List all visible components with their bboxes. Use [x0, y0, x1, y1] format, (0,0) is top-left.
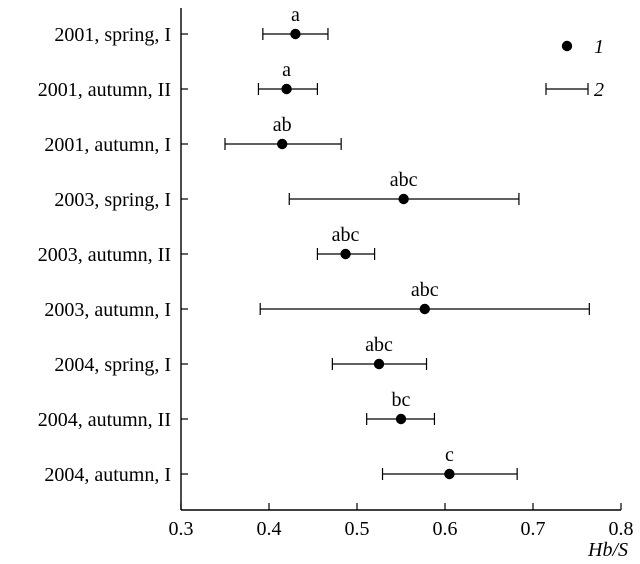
- category-label: 2003, autumn, I: [44, 299, 171, 321]
- x-tick-label: 0.5: [345, 518, 370, 540]
- legend-marker-circle: [561, 40, 573, 52]
- data-point-group: abc: [331, 334, 428, 370]
- category-label: 2001, autumn, I: [44, 134, 171, 156]
- mean-point: [398, 193, 409, 205]
- mean-point: [340, 248, 351, 260]
- significance-label: abc: [390, 169, 418, 191]
- data-point-group: a: [262, 4, 329, 40]
- x-tick-label: 0.8: [609, 518, 634, 540]
- category-label: 2003, spring, I: [54, 189, 171, 211]
- significance-label: a: [291, 4, 300, 26]
- significance-label: abc: [332, 224, 360, 246]
- category-label: 2004, autumn, II: [38, 409, 171, 431]
- data-point-group: ab: [224, 114, 342, 150]
- data-point-group: a: [257, 59, 318, 95]
- x-tick-label: 0.3: [169, 518, 194, 540]
- significance-label: abc: [411, 279, 439, 301]
- mean-point: [395, 413, 407, 425]
- significance-label: bc: [392, 389, 411, 411]
- x-tick-label: 0.6: [433, 518, 458, 540]
- mean-point: [373, 358, 385, 370]
- legend-label: 2: [594, 79, 604, 101]
- significance-label: abc: [365, 334, 393, 356]
- significance-label: c: [445, 444, 454, 466]
- mean-point: [290, 28, 301, 40]
- mean-point: [444, 468, 455, 480]
- x-tick-label: 0.4: [257, 518, 282, 540]
- significance-label: ab: [273, 114, 292, 136]
- data-points: a a ab abc abc abc abc bc c: [224, 4, 590, 480]
- legend: 12: [545, 36, 604, 101]
- axes: 0.3 0.4 0.5 0.6 0.7 0.8: [169, 8, 634, 540]
- category-label: 2003, autumn, II: [38, 244, 171, 266]
- significance-label: a: [282, 59, 291, 81]
- data-point-group: c: [381, 444, 518, 480]
- category-label: 2004, spring, I: [54, 354, 171, 376]
- category-label: 2004, autumn, I: [44, 464, 171, 486]
- data-point-group: abc: [259, 279, 590, 315]
- mean-point: [281, 83, 292, 95]
- mean-point: [419, 303, 430, 315]
- category-label: 2001, autumn, II: [38, 79, 171, 101]
- data-point-group: abc: [288, 169, 520, 205]
- x-axis-label: Hb/S: [587, 539, 628, 561]
- x-tick-label: 0.7: [521, 518, 546, 540]
- data-point-group: abc: [316, 224, 376, 260]
- legend-label: 1: [594, 36, 604, 58]
- data-point-group: bc: [366, 389, 436, 425]
- category-labels: 2001, spring, I 2001, autumn, II 2001, aut…: [38, 24, 171, 486]
- category-label: 2001, spring, I: [54, 24, 171, 46]
- mean-point: [277, 138, 288, 150]
